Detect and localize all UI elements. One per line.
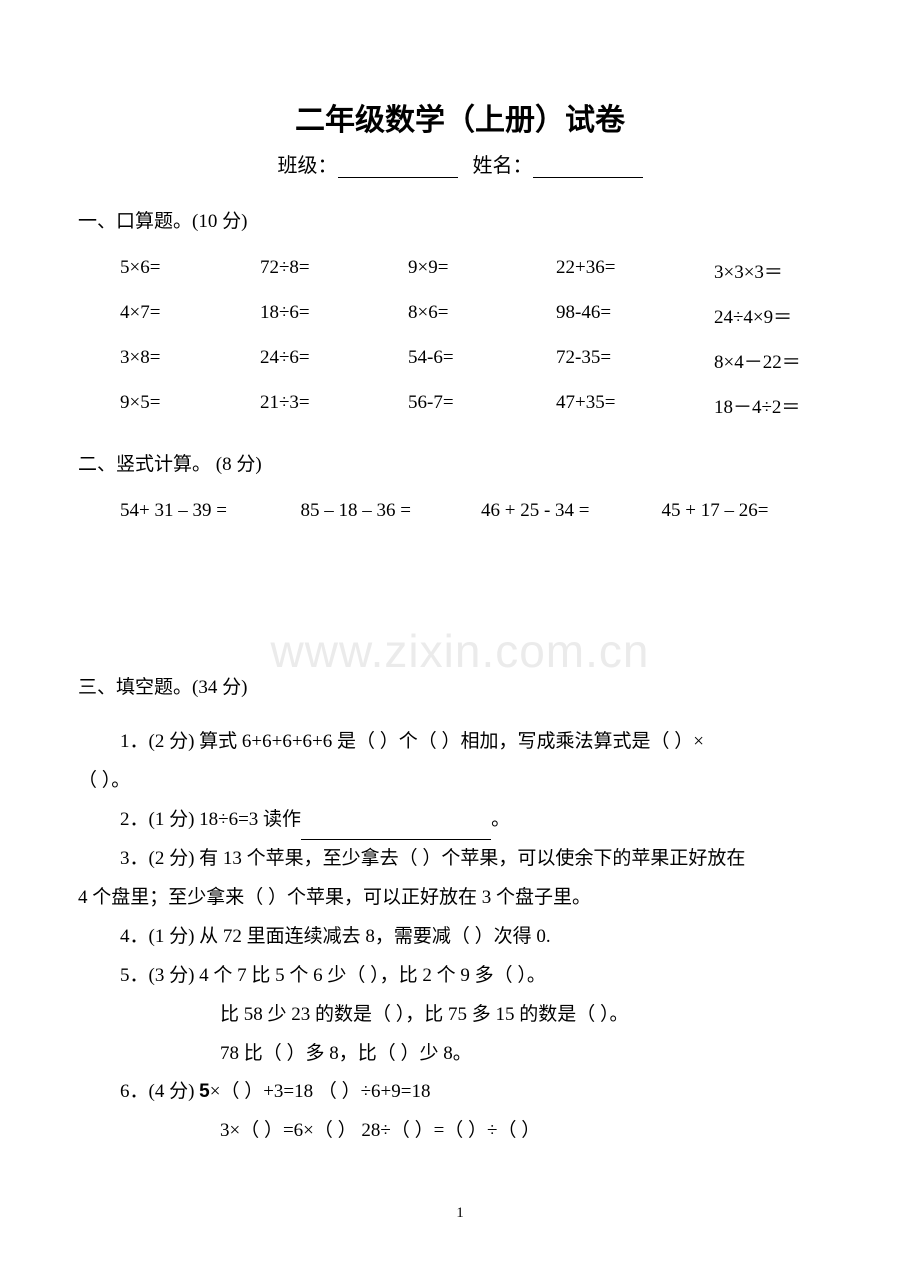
exam-subtitle: 班级： 姓名： (78, 149, 842, 178)
calc-cell: 9×5= (120, 392, 260, 419)
calc-row: 9×5= 21÷3= 56-7= 47+35= 18－4÷2＝ (120, 392, 842, 419)
exam-title: 二年级数学（上册）试卷 (78, 95, 842, 139)
q6-line1: 6．(4 分) 5×（ ）+3=18 （ ）÷6+9=18 (120, 1073, 842, 1112)
calc-cell: 24÷6= (260, 347, 408, 374)
vert-cell: 46 + 25 - 34 = (481, 500, 662, 522)
calc-cell: 3×3×3＝ (714, 257, 842, 284)
section2-header: 二、竖式计算。 (8 分) (78, 449, 842, 476)
q5-line1: 5．(3 分) 4 个 7 比 5 个 6 少（ ），比 2 个 9 多（ ）。 (120, 957, 842, 996)
vert-cell: 54+ 31 – 39 = (120, 500, 301, 522)
calc-row: 4×7= 18÷6= 8×6= 98-46= 24÷4×9＝ (120, 302, 842, 329)
page-content: 二年级数学（上册）试卷 班级： 姓名： 一、口算题。(10 分) 5×6= 72… (78, 95, 842, 1151)
calc-cell: 72÷8= (260, 257, 408, 284)
calc-cell: 9×9= (408, 257, 556, 284)
calc-cell: 47+35= (556, 392, 714, 419)
calc-cell: 56-7= (408, 392, 556, 419)
calc-cell: 98-46= (556, 302, 714, 329)
calc-cell: 3×8= (120, 347, 260, 374)
calc-cell: 5×6= (120, 257, 260, 284)
section3-header: 三、填空题。(34 分) (78, 672, 842, 699)
calc-cell: 24÷4×9＝ (714, 302, 842, 329)
calc-cell: 54-6= (408, 347, 556, 374)
section1-header: 一、口算题。(10 分) (78, 206, 842, 233)
q4: 4．(1 分) 从 72 里面连续减去 8，需要减（ ）次得 0. (120, 918, 842, 957)
vert-cell: 85 – 18 – 36 = (301, 500, 482, 522)
calc-cell: 8×4－22＝ (714, 347, 842, 374)
calc-row: 3×8= 24÷6= 54-6= 72-35= 8×4－22＝ (120, 347, 842, 374)
q6a-pre: 6．(4 分) (120, 1081, 199, 1102)
q2: 2．(1 分) 18÷6=3 读作 。 (120, 801, 842, 840)
q2-text-a: 2．(1 分) 18÷6=3 读作 (120, 809, 301, 830)
class-label: 班级： (278, 155, 338, 177)
q2-text-b: 。 (491, 809, 510, 830)
calc-cell: 22+36= (556, 257, 714, 284)
q5-line2: 比 58 少 23 的数是（ ），比 75 多 15 的数是（ ）。 (220, 996, 842, 1035)
q6a-post: ×（ ）+3=18 （ ）÷6+9=18 (210, 1081, 431, 1102)
section1-grid: 5×6= 72÷8= 9×9= 22+36= 3×3×3＝ 4×7= 18÷6=… (120, 257, 842, 419)
q6-line2: 3×（ ）=6×（ ） 28÷（ ）=（ ）÷（ ） (220, 1112, 842, 1151)
name-blank (533, 177, 643, 178)
q6a-bold: 5 (199, 1081, 210, 1102)
q3-line1: 3．(2 分) 有 13 个苹果，至少拿去（ ）个苹果，可以使余下的苹果正好放在 (120, 840, 842, 879)
calc-cell: 72-35= (556, 347, 714, 374)
class-blank (338, 177, 458, 178)
section3-list: 1．(2 分) 算式 6+6+6+6+6 是（ ）个（ ）相加，写成乘法算式是（… (120, 723, 842, 1151)
vert-cell: 45 + 17 – 26= (662, 500, 843, 522)
section2-row: 54+ 31 – 39 = 85 – 18 – 36 = 46 + 25 - 3… (120, 500, 842, 522)
q3-line2: 4 个盘里；至少拿来（ ）个苹果，可以正好放在 3 个盘子里。 (78, 879, 842, 918)
calc-cell: 18÷6= (260, 302, 408, 329)
calc-cell: 4×7= (120, 302, 260, 329)
q1-line2: （ ）。 (78, 762, 842, 801)
q1-line1: 1．(2 分) 算式 6+6+6+6+6 是（ ）个（ ）相加，写成乘法算式是（… (120, 723, 842, 762)
calc-cell: 18－4÷2＝ (714, 392, 842, 419)
page-number: 1 (0, 1205, 920, 1222)
calc-cell: 8×6= (408, 302, 556, 329)
calc-cell: 21÷3= (260, 392, 408, 419)
calc-row: 5×6= 72÷8= 9×9= 22+36= 3×3×3＝ (120, 257, 842, 284)
q5-line3: 78 比（ ）多 8，比（ ）少 8。 (220, 1035, 842, 1074)
name-label: 姓名： (473, 155, 533, 177)
